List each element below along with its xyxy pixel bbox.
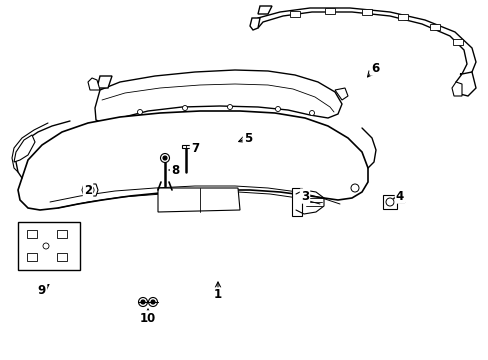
Circle shape — [275, 107, 280, 112]
Polygon shape — [158, 188, 240, 212]
Circle shape — [138, 297, 147, 306]
Text: 4: 4 — [395, 189, 403, 202]
Polygon shape — [57, 230, 67, 238]
Circle shape — [350, 184, 358, 192]
Polygon shape — [361, 9, 371, 15]
Text: 2: 2 — [84, 184, 92, 197]
Polygon shape — [95, 70, 341, 124]
Circle shape — [385, 198, 393, 206]
Polygon shape — [429, 24, 439, 30]
Text: 6: 6 — [370, 62, 378, 75]
Polygon shape — [258, 6, 271, 14]
Polygon shape — [325, 8, 334, 14]
Text: 7: 7 — [190, 141, 199, 154]
Circle shape — [227, 104, 232, 109]
Polygon shape — [27, 253, 37, 261]
Polygon shape — [455, 72, 475, 96]
Circle shape — [148, 297, 157, 306]
Polygon shape — [97, 76, 112, 88]
Circle shape — [86, 186, 94, 194]
Polygon shape — [258, 8, 475, 76]
Polygon shape — [57, 253, 67, 261]
Circle shape — [43, 243, 49, 249]
Polygon shape — [82, 184, 98, 196]
Polygon shape — [249, 18, 260, 30]
Polygon shape — [18, 111, 367, 210]
Text: 3: 3 — [300, 189, 308, 202]
Polygon shape — [289, 11, 299, 17]
Circle shape — [309, 111, 314, 116]
Polygon shape — [382, 195, 396, 209]
Text: 8: 8 — [170, 163, 179, 176]
Polygon shape — [451, 82, 461, 96]
Polygon shape — [334, 88, 347, 100]
Circle shape — [88, 189, 91, 192]
Circle shape — [182, 105, 187, 111]
Text: 5: 5 — [244, 131, 252, 144]
Polygon shape — [291, 188, 302, 216]
Circle shape — [151, 300, 155, 304]
Circle shape — [160, 153, 169, 162]
Polygon shape — [27, 230, 37, 238]
Polygon shape — [88, 78, 100, 90]
Circle shape — [141, 300, 145, 304]
Text: 10: 10 — [140, 311, 156, 324]
Polygon shape — [452, 39, 462, 45]
Polygon shape — [182, 145, 190, 148]
Text: 9: 9 — [38, 284, 46, 297]
Text: 1: 1 — [214, 288, 222, 302]
Polygon shape — [397, 14, 407, 20]
Circle shape — [137, 109, 142, 114]
Polygon shape — [14, 135, 35, 162]
Circle shape — [163, 156, 167, 160]
Polygon shape — [18, 222, 80, 270]
